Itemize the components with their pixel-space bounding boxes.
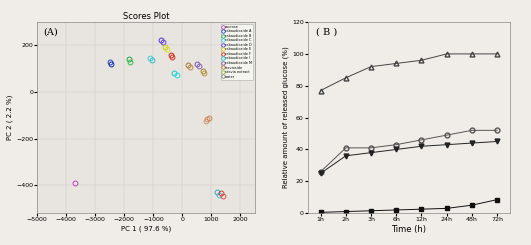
X-axis label: PC 1 ( 97.6 %): PC 1 ( 97.6 %) — [121, 225, 171, 232]
Text: (A): (A) — [44, 28, 58, 37]
Y-axis label: PC 2 ( 2.2 %): PC 2 ( 2.2 %) — [7, 95, 13, 140]
Y-axis label: Relative amount of released glucose (%): Relative amount of released glucose (%) — [283, 47, 289, 188]
X-axis label: Time (h): Time (h) — [391, 225, 426, 234]
Legend: sucrose, rebaudioside A, rebaudioside B, rebaudioside C, rebaudioside D, rebaudi: sucrose, rebaudioside A, rebaudioside B,… — [220, 24, 253, 80]
Title: Scores Plot: Scores Plot — [123, 12, 169, 21]
Text: ( B ): ( B ) — [316, 28, 337, 37]
